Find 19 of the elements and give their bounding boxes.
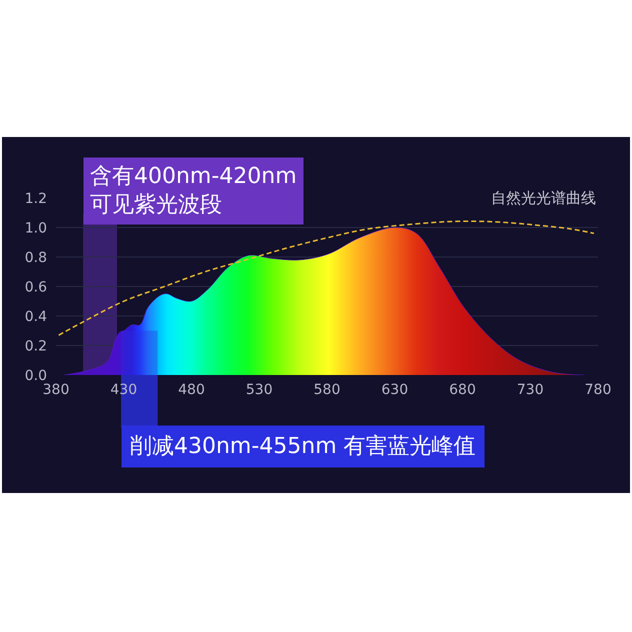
band-label: 含有400nm-420nm 可见紫光波段 <box>90 164 297 218</box>
x-tick-label: 380 <box>42 382 70 398</box>
y-tick-label: 0.0 <box>24 368 47 384</box>
x-tick-label: 580 <box>314 382 340 398</box>
x-tick-label: 480 <box>178 382 205 398</box>
x-tick-label: 680 <box>449 382 476 398</box>
y-tick-label: 1.2 <box>24 190 47 207</box>
band-label: 削减430nm-455nm 有害蓝光峰值 <box>130 434 476 459</box>
y-tick-label: 0.8 <box>24 250 47 266</box>
x-tick-label: 630 <box>381 382 408 398</box>
x-tick-label: 730 <box>516 382 544 398</box>
y-tick-label: 1.0 <box>24 220 47 236</box>
y-tick-label: 0.4 <box>24 308 48 325</box>
y-tick-label: 0.2 <box>24 338 47 354</box>
series-label: 自然光光谱曲线 <box>491 189 596 207</box>
y-tick-label: 0.6 <box>24 279 48 296</box>
line-series <box>58 220 595 336</box>
x-tick-label: 780 <box>584 382 612 398</box>
x-tick-label: 530 <box>246 382 273 398</box>
